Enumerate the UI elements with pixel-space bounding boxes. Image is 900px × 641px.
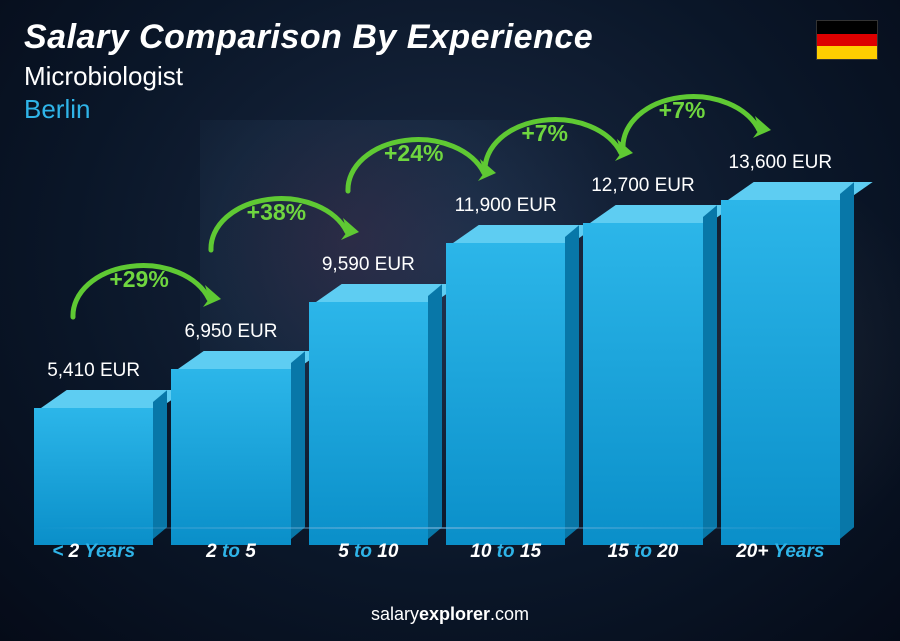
flag-stripe bbox=[817, 34, 877, 47]
bar bbox=[583, 205, 702, 527]
bar-column: +29%6,950 EUR bbox=[171, 321, 290, 527]
country-flag-icon bbox=[816, 20, 878, 60]
growth-label: +38% bbox=[247, 199, 306, 226]
bar-side-face bbox=[291, 351, 305, 539]
growth-label: +7% bbox=[521, 120, 568, 147]
bar-column: +24%11,900 EUR bbox=[446, 195, 565, 527]
flag-stripe bbox=[817, 46, 877, 59]
bar-column: 5,410 EUR bbox=[34, 360, 153, 527]
bar-side-face bbox=[428, 284, 442, 539]
bar-front-face bbox=[721, 200, 840, 545]
bar bbox=[446, 225, 565, 527]
bar-side-face bbox=[840, 182, 854, 539]
bar-front-face bbox=[309, 302, 428, 545]
bar bbox=[171, 351, 290, 527]
x-axis-label: 15 to 20 bbox=[583, 541, 702, 563]
growth-label: +7% bbox=[659, 97, 706, 124]
bar-front-face bbox=[446, 243, 565, 545]
bar-side-face bbox=[153, 390, 167, 539]
brand-suffix: .com bbox=[490, 604, 529, 624]
bar-side-face bbox=[565, 225, 579, 539]
bar-front-face bbox=[171, 369, 290, 545]
bars-container: 5,410 EUR +29%6,950 EUR+38%9,590 EUR+24%1… bbox=[34, 140, 840, 527]
bar-column: +38%9,590 EUR bbox=[309, 254, 428, 527]
x-axis-label: 20+ Years bbox=[721, 541, 840, 563]
flag-stripe bbox=[817, 21, 877, 34]
bar-column: +7%13,600 EUR bbox=[721, 152, 840, 527]
chart-baseline bbox=[34, 527, 840, 529]
chart-title: Salary Comparison By Experience bbox=[24, 18, 876, 57]
bar-side-face bbox=[703, 205, 717, 539]
bar-chart: 5,410 EUR+29%6,950 EUR+38%9,590 EUR+24%1… bbox=[34, 140, 840, 563]
brand-prefix: salary bbox=[371, 604, 419, 624]
bar-front-face bbox=[34, 408, 153, 545]
bar bbox=[721, 182, 840, 527]
bar bbox=[34, 390, 153, 527]
footer-attribution: salaryexplorer.com bbox=[0, 604, 900, 625]
growth-label: +29% bbox=[109, 266, 168, 293]
x-axis-label: 2 to 5 bbox=[171, 541, 290, 563]
x-axis-label: 5 to 10 bbox=[309, 541, 428, 563]
x-axis-label: 10 to 15 bbox=[446, 541, 565, 563]
x-axis: < 2 Years 2 to 5 5 to 10 10 to 15 15 to 20 20… bbox=[34, 541, 840, 563]
brand-bold: explorer bbox=[419, 604, 490, 624]
bar-column: +7%12,700 EUR bbox=[583, 175, 702, 527]
x-axis-label: < 2 Years bbox=[34, 541, 153, 563]
bar bbox=[309, 284, 428, 527]
growth-label: +24% bbox=[384, 140, 443, 167]
bar-value-label: 5,410 EUR bbox=[47, 360, 140, 382]
bar-front-face bbox=[583, 223, 702, 545]
